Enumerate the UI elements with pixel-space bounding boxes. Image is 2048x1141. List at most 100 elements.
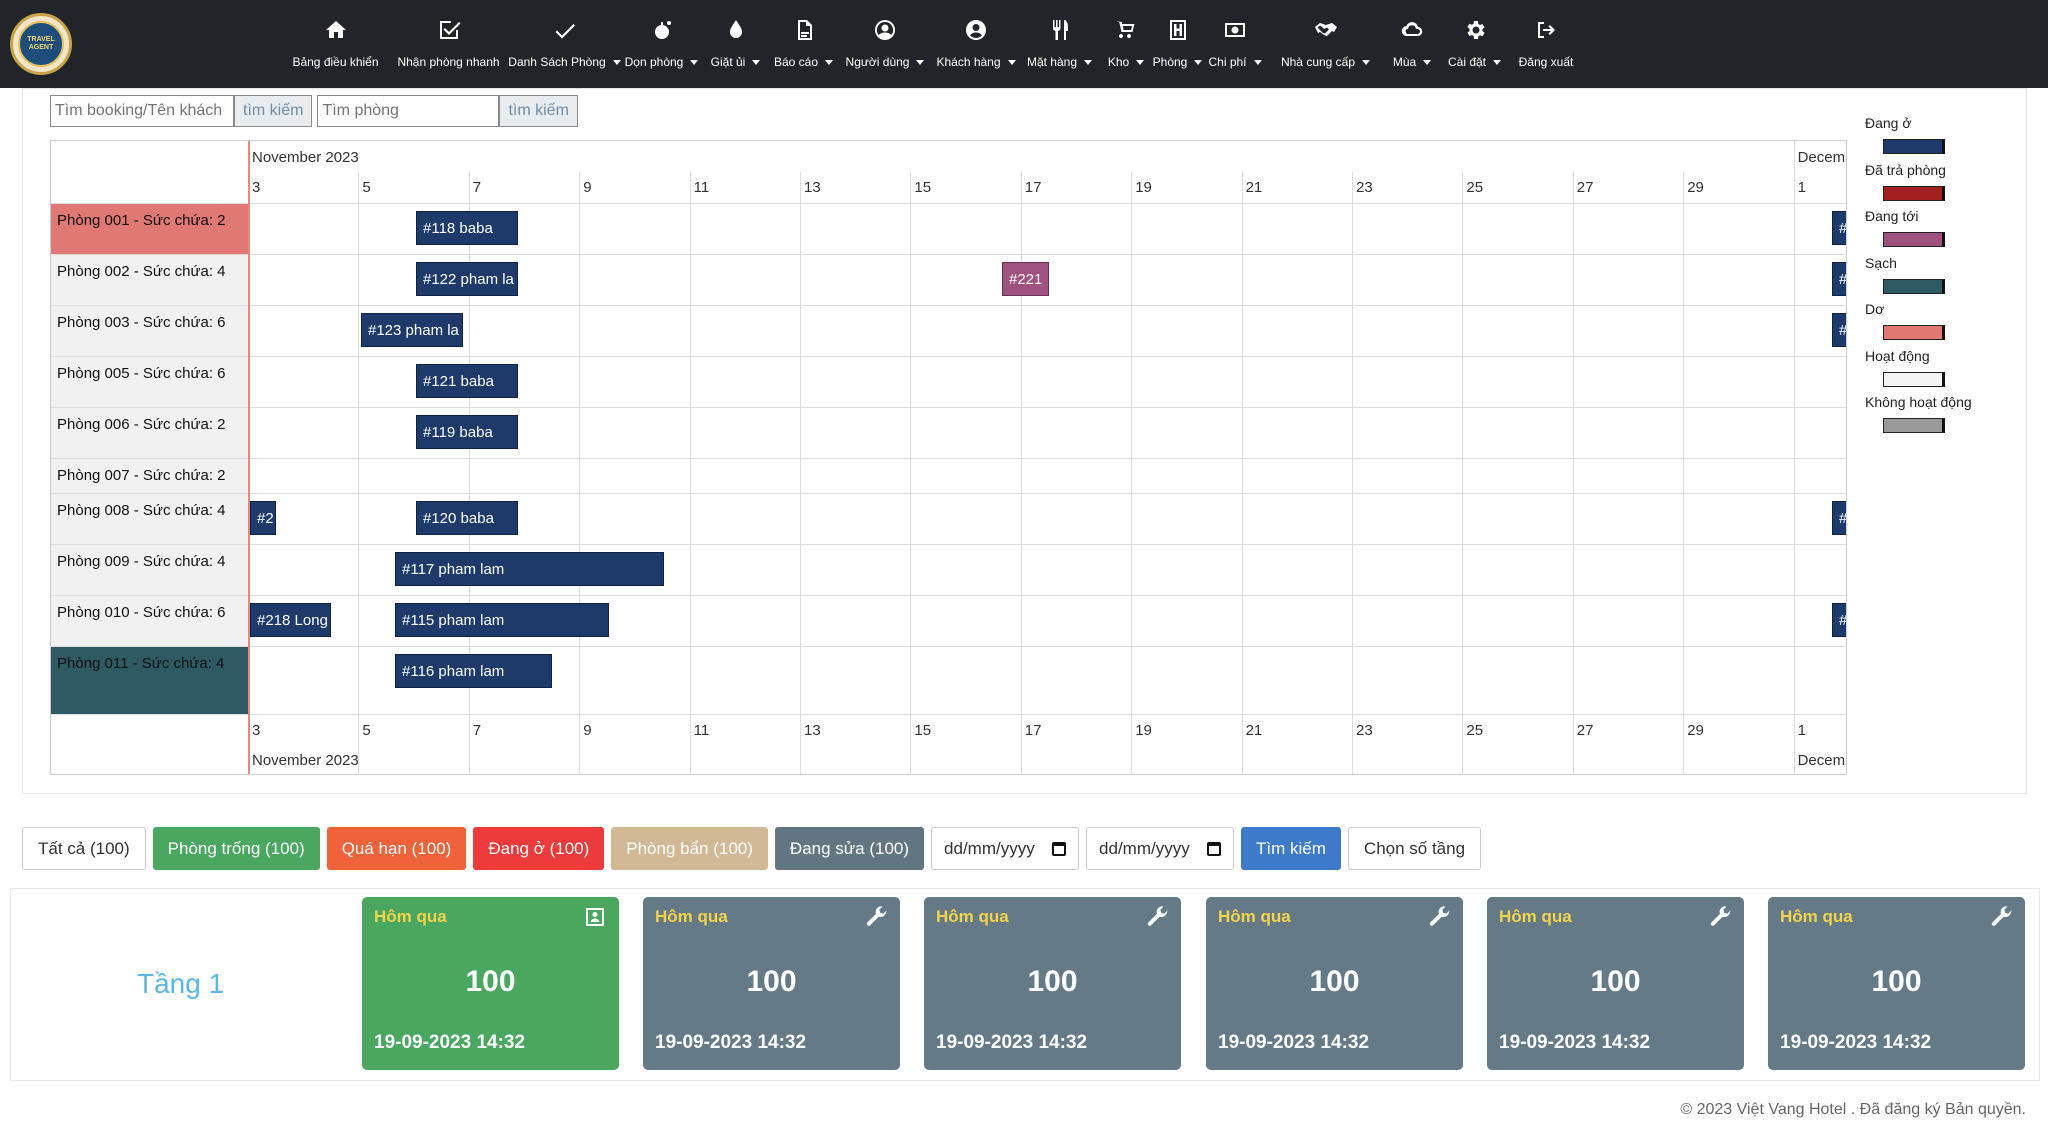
legend-item: Dơ xyxy=(1865,301,2005,348)
booking-bar[interactable]: #117 pham lam xyxy=(395,552,664,586)
room-status-card[interactable]: Hôm qua 100 19-09-2023 14:32 xyxy=(643,897,900,1070)
booking-bar[interactable]: #2 xyxy=(250,501,276,535)
nav-item[interactable]: Mùa xyxy=(1385,0,1439,88)
next-month-label: Decem xyxy=(1797,149,1846,166)
floor-select-button[interactable]: Chọn số tầng xyxy=(1347,827,1482,870)
room-status-card[interactable]: Hôm qua 100 19-09-2023 14:32 xyxy=(1768,897,2025,1070)
date-to-input[interactable]: dd/mm/yyyy xyxy=(1086,827,1235,870)
day-tick-label: 11 xyxy=(693,722,710,739)
room-row-label[interactable]: Phòng 009 - Sức chứa: 4 xyxy=(51,544,248,595)
row-divider xyxy=(51,356,1846,357)
booking-bar[interactable]: # xyxy=(1832,262,1846,296)
room-row-label[interactable]: Phòng 006 - Sức chứa: 2 xyxy=(51,407,248,458)
logout-icon xyxy=(1534,17,1558,43)
wrench-icon[interactable] xyxy=(1145,905,1169,929)
search-button[interactable]: Tìm kiếm xyxy=(1241,827,1341,870)
nav-item[interactable]: Nhà cung cấp xyxy=(1266,0,1385,88)
room-status-card[interactable]: Hôm qua 100 19-09-2023 14:32 xyxy=(1487,897,1744,1070)
booking-bar[interactable]: #120 baba xyxy=(416,501,518,535)
room-status-card[interactable]: Hôm qua 100 19-09-2023 14:32 xyxy=(924,897,1181,1070)
calendar-icon[interactable] xyxy=(1207,841,1222,856)
date-from-input[interactable]: dd/mm/yyyy xyxy=(931,827,1080,870)
booking-bar[interactable]: #116 pham lam xyxy=(395,654,552,688)
filter-all-button[interactable]: Tất cả (100) xyxy=(22,827,146,870)
caret-down-icon xyxy=(1253,59,1262,65)
card-label: Hôm qua xyxy=(374,907,447,926)
booking-bar[interactable]: # xyxy=(1832,313,1846,347)
card-date: 19-09-2023 14:32 xyxy=(655,1032,807,1053)
room-row-label[interactable]: Phòng 007 - Sức chứa: 2 xyxy=(51,458,248,493)
room-row-label[interactable]: Phòng 002 - Sức chứa: 4 xyxy=(51,254,248,305)
cart-icon xyxy=(1114,17,1138,43)
booking-bar[interactable]: #119 baba xyxy=(416,415,518,449)
booking-search-input[interactable] xyxy=(50,95,234,127)
wrench-icon[interactable] xyxy=(1989,905,2013,929)
wrench-icon[interactable] xyxy=(864,905,888,929)
booking-bar[interactable]: #115 pham lam xyxy=(395,603,609,637)
booking-bar[interactable]: #121 baba xyxy=(416,364,518,398)
filter-vacant-button[interactable]: Phòng trống (100) xyxy=(152,827,320,870)
room-row-label[interactable]: Phòng 008 - Sức chứa: 4 xyxy=(51,493,248,544)
room-row-label[interactable]: Phòng 005 - Sức chứa: 6 xyxy=(51,356,248,407)
day-tick-label: 13 xyxy=(804,179,821,196)
room-row-label[interactable]: Phòng 001 - Sức chứa: 2 xyxy=(51,203,248,254)
filter-occupied-button[interactable]: Đang ở (100) xyxy=(473,827,605,870)
booking-search-button[interactable]: tìm kiếm xyxy=(234,95,313,127)
nav-item[interactable]: Người dùng xyxy=(836,0,934,88)
day-tick-label: 21 xyxy=(1245,722,1263,739)
room-status-card[interactable]: Hôm qua 100 19-09-2023 14:32 xyxy=(1206,897,1463,1070)
day-tick-label: 19 xyxy=(1135,179,1152,196)
nav-item[interactable]: Khách hàng xyxy=(934,0,1018,88)
room-row-label[interactable]: Phòng 011 - Sức chứa: 4 xyxy=(51,646,248,714)
booking-bar[interactable]: #221 xyxy=(1002,262,1049,296)
nav-item[interactable]: Nhận phòng nhanh xyxy=(391,0,506,88)
nav-label: Phòng xyxy=(1153,55,1203,69)
room-status-card[interactable]: Hôm qua 100 19-09-2023 14:32 xyxy=(362,897,619,1070)
day-tick-label: 5 xyxy=(362,179,371,196)
booking-bar[interactable]: # xyxy=(1832,211,1846,245)
nav-item[interactable]: Phòng xyxy=(1151,0,1204,88)
room-row-label[interactable]: Phòng 003 - Sức chứa: 6 xyxy=(51,305,248,356)
hotel-logo[interactable]: TRAVEL AGENT xyxy=(10,13,72,75)
room-row-label[interactable]: Phòng 010 - Sức chứa: 6 xyxy=(51,595,248,646)
day-gridline xyxy=(1352,172,1353,774)
calendar-icon[interactable] xyxy=(1052,841,1067,856)
day-tick-label: 25 xyxy=(1466,722,1484,739)
filter-repair-button[interactable]: Đang sửa (100) xyxy=(774,827,925,870)
nav-item[interactable]: Cài đặt xyxy=(1439,0,1510,88)
booking-bar[interactable]: # xyxy=(1832,603,1846,637)
room-search-button[interactable]: tìm kiếm xyxy=(499,95,578,127)
day-tick-label: 27 xyxy=(1576,722,1594,739)
booking-bar[interactable]: #118 baba xyxy=(416,211,518,245)
money-icon xyxy=(1223,17,1247,43)
nav-item[interactable]: Đăng xuất xyxy=(1510,0,1582,88)
nav-item[interactable]: Danh Sách Phòng xyxy=(506,0,623,88)
booking-bar[interactable]: # xyxy=(1832,501,1846,535)
nav-item[interactable]: Bảng điều khiển xyxy=(280,0,391,88)
day-tick-label: 9 xyxy=(583,722,592,739)
nav-item[interactable]: Báo cáo xyxy=(771,0,836,88)
checkin-icon[interactable] xyxy=(583,905,607,929)
caret-down-icon xyxy=(1136,59,1145,65)
day-gridline xyxy=(1131,172,1133,774)
nav-item[interactable]: Chi phí xyxy=(1204,0,1266,88)
nav-item[interactable]: Dọn phòng xyxy=(623,0,700,88)
nav-item[interactable]: Kho xyxy=(1101,0,1151,88)
filter-dirty-button[interactable]: Phòng bẩn (100) xyxy=(611,827,768,870)
nav-item[interactable]: Mặt hàng xyxy=(1018,0,1101,88)
cloud-icon xyxy=(1400,17,1424,43)
booking-bar[interactable]: #123 pham la xyxy=(361,313,463,347)
nav-item[interactable]: Giặt ủi xyxy=(700,0,771,88)
legend-swatch xyxy=(1883,325,1945,340)
day-tick-label: 15 xyxy=(914,722,932,739)
day-gridline xyxy=(1572,172,1574,774)
booking-bar[interactable]: #218 Long xyxy=(250,603,331,637)
caret-down-icon xyxy=(825,59,834,65)
booking-bar[interactable]: #122 pham la xyxy=(416,262,518,296)
wrench-icon[interactable] xyxy=(1427,905,1451,929)
row-divider xyxy=(51,493,1846,494)
nav-label: Cài đặt xyxy=(1448,55,1502,69)
wrench-icon[interactable] xyxy=(1708,905,1732,929)
room-search-input[interactable] xyxy=(317,95,500,127)
filter-overdue-button[interactable]: Quá hạn (100) xyxy=(326,827,467,870)
